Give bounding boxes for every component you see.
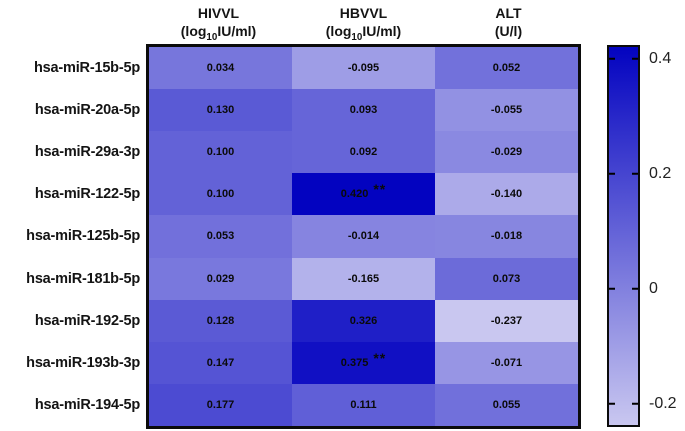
column-header-name: HIVVL [197,5,240,21]
significance-asterisks: ** [373,181,387,198]
heatmap-cell: 0.055 [435,383,578,426]
colorbar: 0.4 0.2 0 -0.2 [607,45,677,427]
cell-value: -0.029 [490,146,523,159]
cell-value: 0.093 [349,104,378,117]
cell-value: -0.140 [490,188,523,201]
colorbar-tick [609,57,615,60]
colorbar-tick [632,172,638,175]
heatmap-cell: -0.055 [435,89,578,132]
colorbar-tick-label: 0 [649,279,658,297]
heatmap-cell: 0.034 [149,47,292,90]
cell-value: 0.055 [492,398,521,411]
cell-value: 0.420 [340,188,369,201]
unit-text: (U/l) [494,23,523,40]
heatmap-cell: 0.130 [149,89,292,132]
row-label: hsa-miR-194-5p [34,396,140,413]
cell-value: -0.071 [490,356,523,369]
cell-value: 0.100 [206,188,235,201]
column-header: ALT (U/l) [436,4,581,44]
heatmap-cell: -0.140 [435,173,578,216]
cell-value: 0.092 [349,146,378,159]
heatmap-cell: 0.100 [149,131,292,174]
row-labels: hsa-miR-15b-5p hsa-miR-20a-5p hsa-miR-29a-… [0,47,140,426]
colorbar-tick [609,287,615,290]
unit-text: IU/ml) [217,23,257,40]
colorbar-gradient [609,47,638,425]
cell-value: -0.237 [490,314,523,327]
column-header-unit: (U/l) [436,22,581,45]
colorbar-tick [609,172,615,175]
colorbar-tick [632,57,638,60]
unit-subscript: 10 [351,31,363,43]
column-header-unit: (log10IU/ml) [291,22,436,45]
heatmap-cell: 0.147 [149,341,292,384]
column-header-name: HBVVL [339,5,388,21]
row-label: hsa-miR-193b-3p [26,354,140,371]
colorbar-tick-label: -0.2 [649,394,677,412]
heatmap-cell: 0.029 [149,257,292,300]
heatmap-cell: -0.071 [435,341,578,384]
cell-value: 0.128 [206,314,235,327]
column-header: HBVVL (log10IU/ml) [291,4,436,44]
unit-text: (log [325,23,352,40]
row-label: hsa-miR-125b-5p [26,228,140,245]
cell-value: 0.053 [206,230,235,243]
cell-value: -0.165 [347,272,380,285]
heatmap-cell: 0.092 [292,131,435,174]
significance-asterisks: ** [373,349,387,366]
cell-value: 0.029 [206,272,235,285]
row-label: hsa-miR-181b-5p [26,270,140,287]
heatmap-cell: -0.018 [435,215,578,258]
heatmap-cell: 0.052 [435,47,578,90]
heatmap-cell: 0.177 [149,383,292,426]
row-label: hsa-miR-29a-3p [34,144,140,161]
column-header: HIVVL (log10IU/ml) [146,4,291,44]
colorbar-tick-label: 0.2 [649,164,672,182]
unit-text: IU/ml) [362,23,402,40]
heatmap-cell: -0.014 [292,215,435,258]
colorbar-tick [609,402,615,405]
cell-value: 0.375 [340,356,369,369]
heatmap-cell: 0.111 [292,383,435,426]
cell-value: -0.018 [490,230,523,243]
column-header-unit: (log10IU/ml) [146,22,291,45]
heatmap-cell: -0.165 [292,257,435,300]
cell-value: -0.014 [347,230,380,243]
cell-value: -0.095 [347,62,380,75]
colorbar-tick [632,287,638,290]
heatmap-cell: 0.326 [292,299,435,342]
unit-subscript: 10 [206,31,218,43]
unit-text: (log [180,23,207,40]
heatmap-cell: 0.073 [435,257,578,300]
colorbar-tick-label: 0.4 [649,49,672,67]
heatmap-cell: 0.128 [149,299,292,342]
cell-value: 0.326 [349,314,378,327]
heatmap-cell: 0.053 [149,215,292,258]
heatmap-cell: 0.375 ** [292,341,435,384]
cell-value: 0.130 [206,104,235,117]
heatmap-cell: -0.095 [292,47,435,90]
cell-value: 0.052 [492,62,521,75]
cell-value: 0.177 [206,398,235,411]
heatmap-cell: -0.237 [435,299,578,342]
column-headers: HIVVL (log10IU/ml) HBVVL (log10IU/ml) ALT (U/… [146,4,581,44]
row-label: hsa-miR-20a-5p [34,102,140,119]
heatmap-cell: -0.029 [435,131,578,174]
cell-value: 0.100 [206,146,235,159]
row-label: hsa-miR-192-5p [34,312,140,329]
row-label: hsa-miR-122-5p [34,186,140,203]
column-header-name: ALT [495,5,522,21]
cell-value: -0.055 [490,104,523,117]
cell-value: 0.073 [492,272,521,285]
cell-value: 0.147 [206,356,235,369]
cell-value: 0.111 [350,398,377,411]
heatmap-cell: 0.100 [149,173,292,216]
cell-value: 0.034 [206,62,235,75]
colorbar-tick [632,402,638,405]
heatmap-cell: 0.420 ** [292,173,435,216]
row-label: hsa-miR-15b-5p [34,60,140,77]
heatmap-grid: 0.034 -0.095 0.052 0.130 0.093 -0.055 0.100 0.0… [146,44,581,429]
heatmap-cell: 0.093 [292,89,435,132]
